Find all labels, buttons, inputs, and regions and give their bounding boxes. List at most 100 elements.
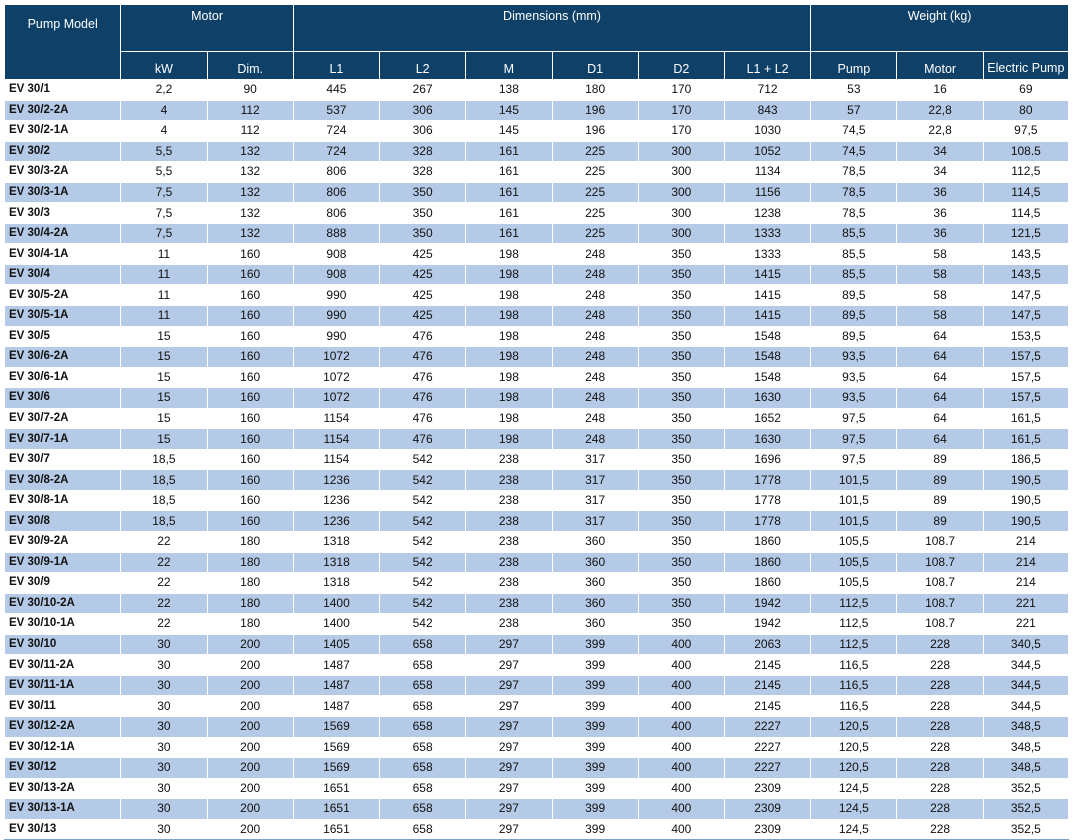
cell-l1: 806 [292, 202, 381, 224]
cell-m: 145 [465, 99, 553, 122]
cell-model: EV 30/11-2A [3, 654, 122, 676]
cell-l1-l2: 2227 [723, 736, 812, 759]
cell-d1: 360 [551, 592, 639, 615]
cell-kw: 4 [120, 99, 208, 122]
cell-m: 161 [465, 202, 553, 224]
cell-electric-pump-weight: 190,5 [982, 510, 1070, 533]
table-row: EV 30/4-2A 7,5 132 888 350 161 225 300 1333 85,5 3… [3, 222, 1070, 245]
cell-d1: 196 [551, 99, 639, 122]
cell-l1: 1318 [292, 551, 381, 574]
cell-pump-weight: 116,5 [810, 695, 898, 717]
cell-motor-weight: 228 [896, 654, 984, 676]
cell-l1: 1651 [292, 818, 381, 840]
cell-kw: 11 [120, 305, 208, 327]
cell-m: 198 [465, 346, 553, 368]
cell-l1-l2: 1696 [723, 448, 812, 471]
cell-l2: 476 [379, 407, 467, 430]
cell-m: 138 [465, 79, 553, 101]
cell-model: EV 30/11-1A [3, 674, 122, 697]
cell-l1-l2: 2145 [723, 654, 812, 676]
cell-l2: 542 [379, 531, 467, 553]
table-row: EV 30/12-2A 30 200 1569 658 297 399 400 2227 120,… [3, 715, 1070, 738]
table-row: EV 30/11-2A 30 200 1487 658 297 399 400 2145 116,… [3, 654, 1070, 676]
cell-l2: 542 [379, 551, 467, 574]
cell-kw: 30 [120, 695, 208, 717]
cell-d2: 350 [637, 448, 725, 471]
cell-l1-l2: 1630 [723, 428, 812, 450]
cell-d2: 170 [637, 99, 725, 122]
cell-m: 297 [465, 777, 553, 800]
cell-l1: 806 [292, 181, 381, 204]
cell-kw: 22 [120, 551, 208, 574]
table-row: EV 30/7-1A 15 160 1154 476 198 248 350 1630 97,5 6… [3, 428, 1070, 450]
cell-pump-weight: 89,5 [810, 325, 898, 348]
cell-d1: 399 [551, 777, 639, 800]
cell-l2: 476 [379, 366, 467, 389]
cell-d2: 350 [637, 469, 725, 491]
cell-motor-weight: 228 [896, 777, 984, 800]
cell-d2: 350 [637, 366, 725, 389]
cell-dim: 160 [206, 448, 294, 471]
table-row: EV 30/1 2,2 90 445 267 138 180 170 712 53 16 69 [3, 79, 1070, 101]
cell-l2: 658 [379, 777, 467, 800]
cell-l1-l2: 2145 [723, 695, 812, 717]
cell-motor-weight: 22,8 [896, 120, 984, 142]
cell-dim: 160 [206, 469, 294, 491]
cell-pump-weight: 112,5 [810, 613, 898, 635]
cell-d2: 300 [637, 202, 725, 224]
cell-kw: 30 [120, 757, 208, 779]
cell-electric-pump-weight: 344,5 [982, 695, 1070, 717]
cell-motor-weight: 108.7 [896, 551, 984, 574]
cell-l1: 1405 [292, 633, 381, 656]
cell-d1: 248 [551, 428, 639, 450]
cell-pump-weight: 74,5 [810, 120, 898, 142]
cell-m: 297 [465, 674, 553, 697]
cell-d2: 400 [637, 674, 725, 697]
cell-l1-l2: 1778 [723, 510, 812, 533]
cell-l1-l2: 1238 [723, 202, 812, 224]
cell-l1-l2: 1415 [723, 263, 812, 286]
cell-l2: 476 [379, 428, 467, 450]
cell-model: EV 30/6 [3, 387, 122, 409]
cell-electric-pump-weight: 143,5 [982, 263, 1070, 286]
cell-dim: 132 [206, 222, 294, 245]
cell-l1-l2: 1333 [723, 222, 812, 245]
cell-d2: 400 [637, 798, 725, 820]
cell-model: EV 30/12 [3, 757, 122, 779]
cell-motor-weight: 228 [896, 798, 984, 820]
cell-d1: 225 [551, 222, 639, 245]
cell-l1: 1236 [292, 510, 381, 533]
cell-electric-pump-weight: 80 [982, 99, 1070, 122]
cell-electric-pump-weight: 157,5 [982, 346, 1070, 368]
cell-model: EV 30/5-1A [3, 305, 122, 327]
cell-l1: 990 [292, 325, 381, 348]
cell-l2: 658 [379, 736, 467, 759]
cell-dim: 132 [206, 161, 294, 183]
cell-pump-weight: 124,5 [810, 798, 898, 820]
header-weight-group: Weight (kg) [810, 4, 1069, 52]
table-row: EV 30/9-1A 22 180 1318 542 238 360 350 1860 105,5… [3, 551, 1070, 574]
cell-d2: 400 [637, 633, 725, 656]
cell-dim: 200 [206, 715, 294, 738]
cell-electric-pump-weight: 157,5 [982, 366, 1070, 389]
cell-m: 198 [465, 305, 553, 327]
table-row: EV 30/3 7,5 132 806 350 161 225 300 1238 78,5 36 11… [3, 202, 1070, 224]
cell-electric-pump-weight: 190,5 [982, 489, 1070, 512]
cell-m: 238 [465, 592, 553, 615]
cell-d2: 300 [637, 161, 725, 183]
cell-electric-pump-weight: 190,5 [982, 469, 1070, 491]
cell-l1-l2: 1052 [723, 140, 812, 163]
cell-d1: 399 [551, 633, 639, 656]
header-pump-weight: Pump [810, 51, 898, 80]
cell-dim: 180 [206, 572, 294, 594]
cell-pump-weight: 93,5 [810, 366, 898, 389]
cell-pump-weight: 85,5 [810, 263, 898, 286]
cell-l2: 267 [379, 79, 467, 101]
cell-pump-weight: 93,5 [810, 346, 898, 368]
cell-l1: 445 [292, 79, 381, 101]
cell-dim: 160 [206, 366, 294, 389]
cell-d2: 350 [637, 572, 725, 594]
pump-specs-table: Pump Model Motor Dimensions (mm) Weight … [3, 4, 1070, 840]
cell-l1: 724 [292, 140, 381, 163]
cell-m: 198 [465, 284, 553, 307]
